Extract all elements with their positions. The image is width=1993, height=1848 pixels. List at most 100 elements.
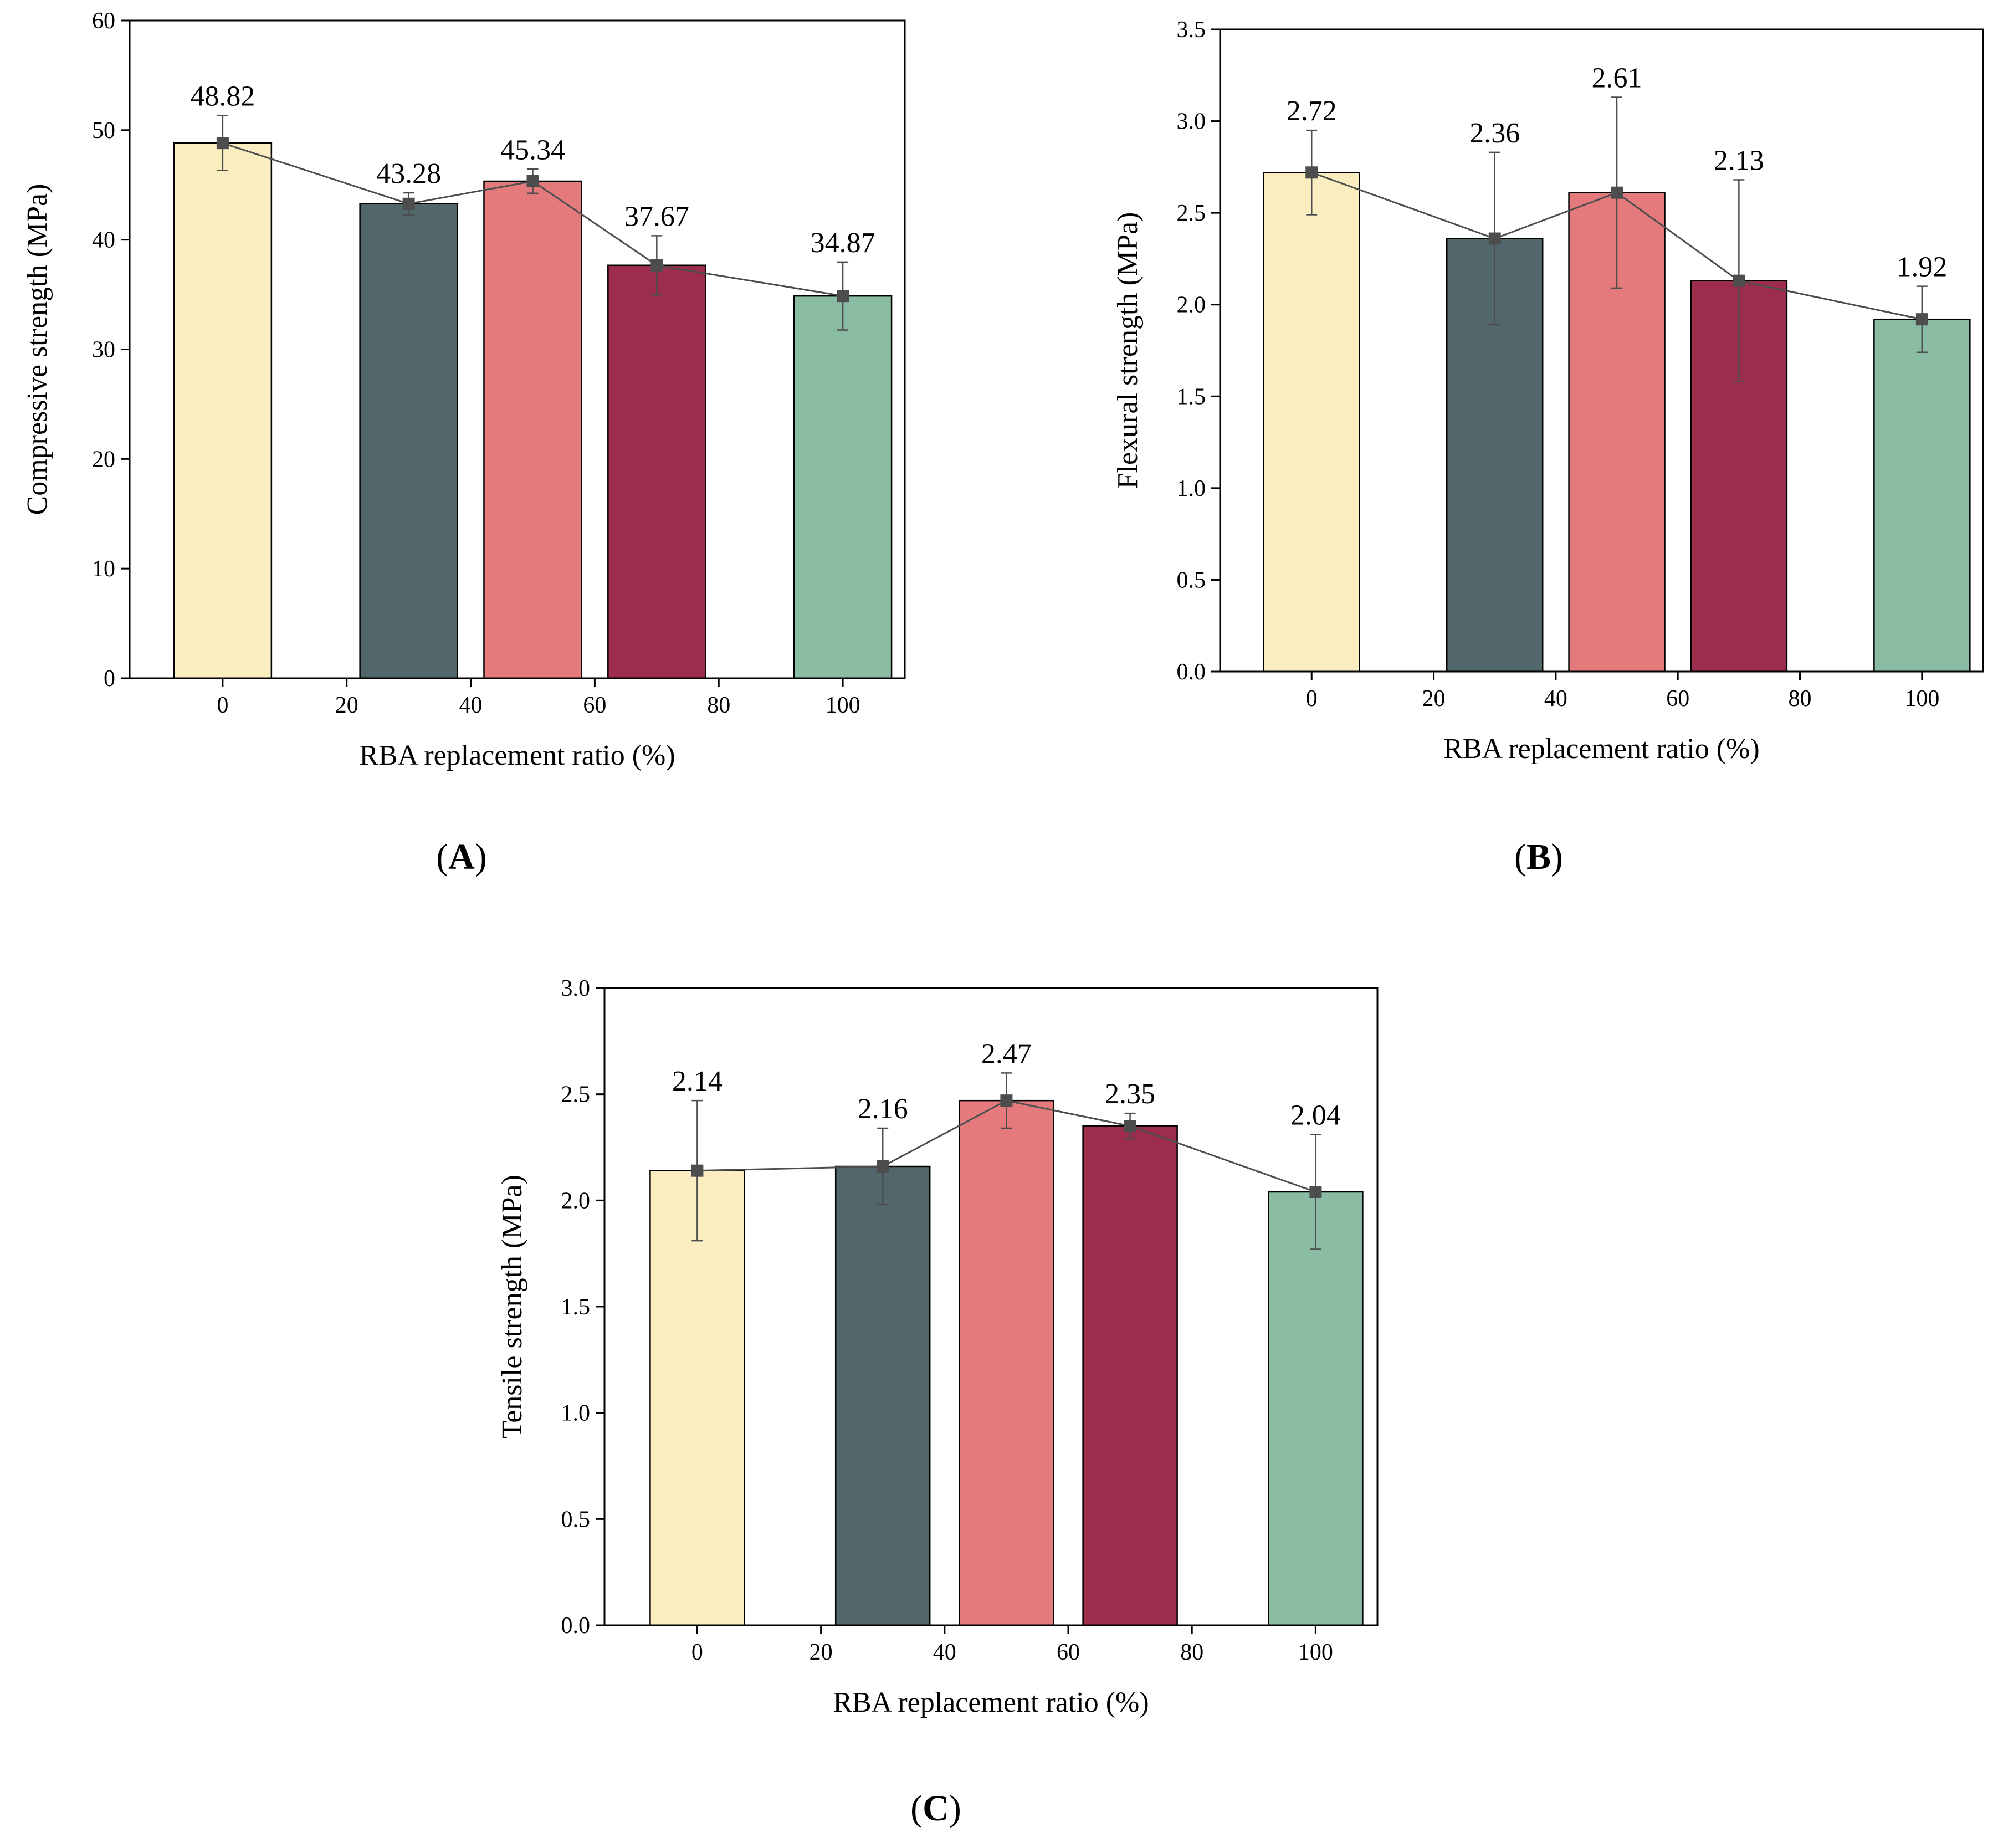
y-tick-label: 30 bbox=[92, 337, 115, 363]
panel-caption: (A) bbox=[436, 837, 487, 877]
data-point-marker bbox=[877, 1160, 889, 1173]
data-label: 2.04 bbox=[1290, 1100, 1341, 1132]
data-point-marker bbox=[837, 290, 849, 303]
data-point-marker bbox=[526, 175, 539, 188]
panel-caption-letter: B bbox=[1526, 837, 1551, 877]
data-point-marker bbox=[691, 1164, 704, 1177]
data-label: 1.92 bbox=[1897, 252, 1947, 283]
y-tick-label: 40 bbox=[92, 228, 115, 253]
data-label: 2.36 bbox=[1469, 117, 1520, 149]
plot-frame bbox=[1219, 28, 1984, 673]
data-point-marker bbox=[1611, 186, 1623, 199]
x-tick-label: 0 bbox=[217, 693, 228, 718]
panel-caption-paren: ( bbox=[436, 837, 448, 877]
y-tick-label: 3.0 bbox=[561, 976, 591, 1001]
y-tick-label: 3.5 bbox=[1177, 17, 1206, 43]
bar bbox=[1082, 1125, 1178, 1626]
y-tick-label: 2.0 bbox=[561, 1188, 591, 1214]
y-tick-label: 1.5 bbox=[561, 1294, 591, 1320]
y-tick-label: 1.0 bbox=[1177, 476, 1206, 501]
panel-caption-paren: ( bbox=[1514, 837, 1526, 877]
panel-caption-paren: ( bbox=[910, 1788, 923, 1829]
bar bbox=[1268, 1191, 1364, 1626]
x-tick-label: 60 bbox=[1666, 686, 1689, 711]
x-tick-label: 80 bbox=[707, 693, 730, 718]
data-label: 2.47 bbox=[981, 1038, 1032, 1069]
y-tick-label: 50 bbox=[92, 118, 115, 144]
data-label: 34.87 bbox=[811, 227, 875, 259]
data-point-marker bbox=[216, 137, 229, 150]
y-tick-label: 3.0 bbox=[1177, 109, 1206, 135]
x-tick-label: 80 bbox=[1789, 686, 1812, 711]
data-point-marker bbox=[1305, 166, 1318, 179]
bar bbox=[607, 264, 706, 679]
x-tick-label: 0 bbox=[1306, 686, 1318, 711]
x-axis-title: RBA replacement ratio (%) bbox=[833, 1687, 1149, 1718]
panel-caption-paren: ) bbox=[949, 1788, 961, 1829]
panel-caption-paren: ) bbox=[475, 837, 487, 877]
data-point-marker bbox=[1309, 1186, 1322, 1198]
y-tick-label: 0.5 bbox=[1177, 567, 1206, 593]
bar bbox=[793, 295, 893, 679]
panel-caption-letter: A bbox=[448, 837, 475, 877]
panel-caption: (C) bbox=[910, 1788, 961, 1829]
bar bbox=[173, 142, 273, 679]
y-tick-label: 2.0 bbox=[1177, 293, 1206, 318]
y-tick-label: 2.5 bbox=[561, 1082, 591, 1108]
bar bbox=[1263, 172, 1360, 673]
data-point-marker bbox=[402, 197, 415, 210]
data-label: 2.61 bbox=[1592, 63, 1642, 94]
y-axis-title: Flexural strength (MPa) bbox=[1112, 212, 1144, 489]
x-tick-label: 0 bbox=[691, 1640, 703, 1665]
panel-caption: (B) bbox=[1514, 837, 1563, 877]
x-tick-label: 100 bbox=[1298, 1640, 1333, 1665]
x-tick-label: 20 bbox=[810, 1640, 833, 1665]
x-tick-label: 100 bbox=[826, 693, 860, 718]
x-tick-label: 40 bbox=[1544, 686, 1567, 711]
y-axis-title: Tensile strength (MPa) bbox=[496, 1175, 528, 1439]
bar bbox=[834, 1165, 931, 1626]
y-tick-label: 0.0 bbox=[1177, 659, 1206, 685]
y-tick-label: 60 bbox=[92, 8, 115, 34]
chart-panel-a: 48.82 43.28 45.34 37.67 34.87 0 10 20 30 40 50 60 0 2… bbox=[22, 8, 906, 877]
data-label: 2.72 bbox=[1287, 95, 1337, 127]
y-tick-label: 1.0 bbox=[561, 1401, 591, 1426]
chart-panel-c: 2.14 2.16 2.47 2.35 2.04 0.0 0.5 1.0 1.5 2.0 2.5 3.… bbox=[496, 976, 1379, 1829]
data-label: 37.67 bbox=[624, 201, 689, 232]
y-tick-label: 2.5 bbox=[1177, 201, 1206, 226]
x-tick-label: 20 bbox=[1422, 686, 1446, 711]
data-label: 2.13 bbox=[1714, 145, 1764, 177]
bar bbox=[1873, 318, 1971, 673]
data-label: 48.82 bbox=[190, 81, 255, 112]
x-tick-label: 40 bbox=[933, 1640, 956, 1665]
x-tick-label: 100 bbox=[1904, 686, 1939, 711]
bar bbox=[483, 180, 582, 679]
data-point-marker bbox=[650, 259, 663, 272]
x-tick-label: 40 bbox=[459, 693, 483, 718]
bar bbox=[359, 203, 458, 679]
data-point-marker bbox=[1124, 1120, 1136, 1133]
data-label: 2.35 bbox=[1105, 1078, 1155, 1110]
x-tick-label: 20 bbox=[335, 693, 358, 718]
bar bbox=[959, 1099, 1054, 1626]
x-tick-label: 60 bbox=[583, 693, 606, 718]
y-tick-label: 0.5 bbox=[561, 1507, 591, 1532]
x-axis-title: RBA replacement ratio (%) bbox=[1443, 733, 1759, 765]
data-point-marker bbox=[1733, 274, 1745, 287]
y-tick-label: 20 bbox=[92, 447, 115, 472]
y-tick-label: 0.0 bbox=[561, 1613, 591, 1639]
x-tick-label: 80 bbox=[1180, 1640, 1203, 1665]
panel-caption-paren: ) bbox=[1551, 837, 1563, 877]
data-label: 45.34 bbox=[500, 134, 565, 166]
y-axis-title: Compressive strength (MPa) bbox=[22, 184, 53, 515]
chart-panel-b: 2.72 2.36 2.61 2.13 1.92 0.0 0.5 1.0 1.5 2.0 2.5 3.… bbox=[1112, 17, 1984, 877]
data-label: 43.28 bbox=[376, 158, 441, 190]
panel-caption-letter: C bbox=[923, 1788, 949, 1829]
y-tick-label: 1.5 bbox=[1177, 384, 1206, 409]
data-point-marker bbox=[1488, 232, 1501, 245]
y-tick-label: 0 bbox=[104, 666, 115, 692]
bar bbox=[649, 1170, 745, 1626]
x-axis-title: RBA replacement ratio (%) bbox=[359, 740, 675, 771]
data-point-marker bbox=[1000, 1094, 1013, 1107]
